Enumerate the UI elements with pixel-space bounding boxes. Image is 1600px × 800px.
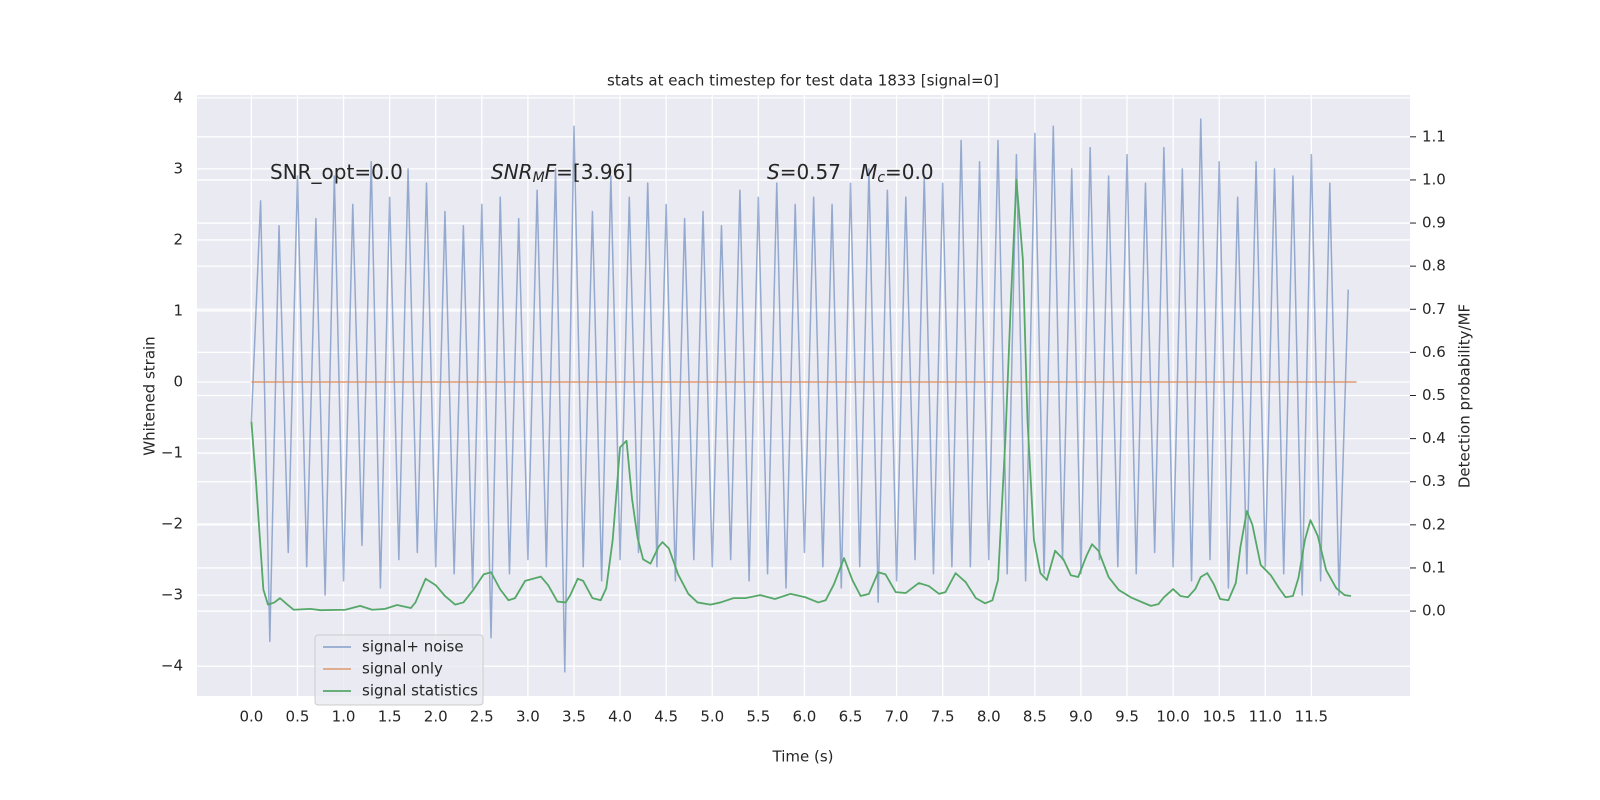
annotation-part: F [545, 160, 557, 184]
annotation: SNRMF=[3.96] [491, 160, 633, 187]
x-tick-label: 5.5 [746, 708, 770, 726]
annotation-part: SNR [491, 160, 533, 184]
series-line [250, 179, 1352, 612]
y-axis-label: Whitened strain [141, 336, 159, 455]
y-tick-label: −4 [161, 657, 183, 675]
y2-tick-label: 0.8 [1422, 257, 1446, 275]
x-tick-label: 0.0 [239, 708, 263, 726]
y2-tick-label: 0.5 [1422, 386, 1446, 404]
y-tick-label: −3 [161, 586, 183, 604]
x-tick-label: 5.0 [700, 708, 724, 726]
annotation-part: c [877, 170, 885, 186]
y2-tick-label: 0.4 [1422, 429, 1446, 447]
series-line [250, 118, 1349, 673]
y2-tick-label: 0.3 [1422, 472, 1446, 490]
x-tick-label: 6.5 [839, 708, 863, 726]
x-tick-label: 4.5 [654, 708, 678, 726]
x-tick-label: 7.5 [931, 708, 955, 726]
x-tick-label: 11.5 [1295, 708, 1328, 726]
y2-tick-label: 0.6 [1422, 343, 1446, 361]
y-tick-label: 3 [173, 159, 183, 177]
x-tick-label: 10.0 [1156, 708, 1189, 726]
x-axis-label: Time (s) [772, 748, 834, 766]
x-tick-label: 7.0 [885, 708, 909, 726]
y2-tick-label: 0.9 [1422, 214, 1446, 232]
y-tick-label: 0 [173, 373, 183, 391]
y2-tick-label: 1.0 [1422, 170, 1446, 188]
x-tick-label: 11.0 [1249, 708, 1282, 726]
y-tick-label: −2 [161, 515, 183, 533]
y-tick-label: 2 [173, 230, 183, 248]
y-tick-label: 4 [173, 88, 183, 106]
annotation: S=0.57 Mc=0.0 [767, 160, 934, 187]
annotation-part: M [533, 170, 545, 186]
x-tick-label: 10.5 [1202, 708, 1235, 726]
legend-box [314, 634, 484, 706]
chart-title: stats at each timestep for test data 183… [607, 72, 999, 90]
y-tick-label: 1 [173, 301, 183, 319]
x-tick-label: 3.5 [562, 708, 586, 726]
y2-tick-label: 0.0 [1422, 602, 1446, 620]
annotation-part: =0.0 [885, 160, 934, 184]
x-tick-label: 9.5 [1115, 708, 1139, 726]
legend-label: signal+ noise [362, 638, 464, 656]
y2-axis-label: Detection probability/MF [1456, 304, 1474, 488]
annotation-part: =[3.96] [556, 160, 633, 184]
annotation-part: =0.57 [780, 160, 860, 184]
x-tick-label: 8.0 [977, 708, 1001, 726]
x-tick-label: 1.0 [332, 708, 356, 726]
y2-tick-label: 0.7 [1422, 300, 1446, 318]
annotation: SNR_opt=0.0 [270, 160, 403, 184]
y-tick-label: −1 [161, 444, 183, 462]
annotation-part: SNR_opt=0.0 [270, 160, 403, 184]
y2-tick-label: 1.1 [1422, 127, 1446, 145]
y2-tick-label: 0.1 [1422, 558, 1446, 576]
x-tick-label: 2.0 [424, 708, 448, 726]
annotation-part: M [860, 160, 877, 184]
x-tick-label: 8.5 [1023, 708, 1047, 726]
y2-tick-label: 0.2 [1422, 515, 1446, 533]
legend-label: signal statistics [362, 682, 478, 700]
x-tick-label: 4.0 [608, 708, 632, 726]
legend: signal+ noise signal only signal statistic… [314, 634, 484, 706]
x-tick-label: 3.0 [516, 708, 540, 726]
legend-label: signal only [362, 660, 443, 678]
annotation-part: S [767, 160, 780, 184]
x-tick-label: 1.5 [378, 708, 402, 726]
x-tick-label: 0.5 [286, 708, 310, 726]
x-tick-label: 6.0 [792, 708, 816, 726]
x-tick-label: 2.5 [470, 708, 494, 726]
x-tick-label: 9.0 [1069, 708, 1093, 726]
